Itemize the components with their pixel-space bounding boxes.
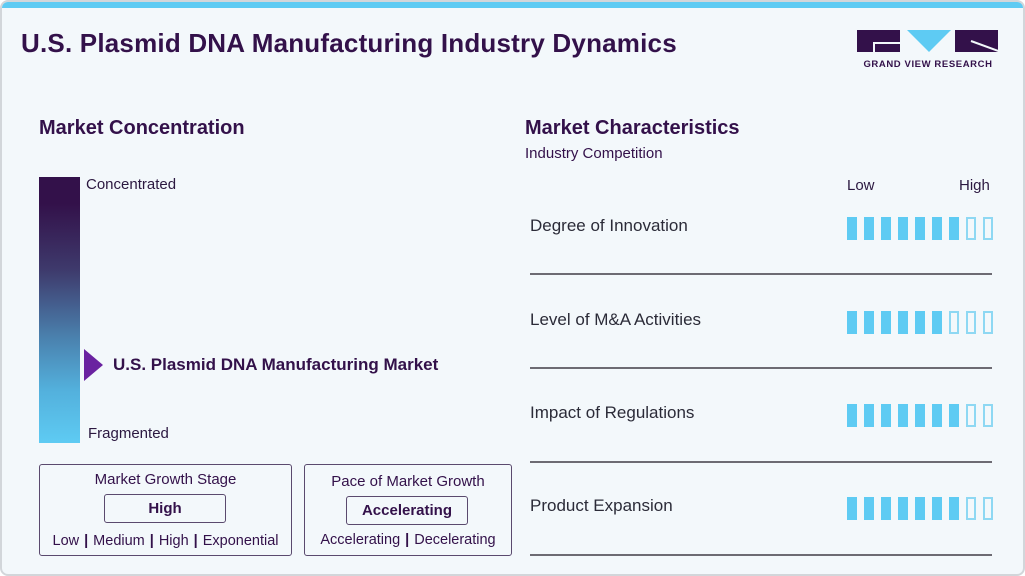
rating-bars <box>847 497 993 520</box>
page-title: U.S. Plasmid DNA Manufacturing Industry … <box>21 28 677 58</box>
pace-value: Accelerating <box>346 496 468 525</box>
pace-title: Pace of Market Growth <box>331 473 485 490</box>
rating-bar-filled <box>847 311 857 334</box>
logo-text: GRAND VIEW RESEARCH <box>863 59 993 70</box>
separator: | <box>193 533 198 549</box>
rating-bar-filled <box>898 217 908 240</box>
logo-g-stroke-vertical <box>873 42 875 52</box>
rating-bar-filled <box>864 217 874 240</box>
industry-competition-subtitle: Industry Competition <box>525 145 663 162</box>
rating-bar-filled <box>847 217 857 240</box>
market-characteristics-title: Market Characteristics <box>525 117 740 139</box>
rating-bar-filled <box>898 497 908 520</box>
growth-option-exponential: Exponential <box>202 533 279 549</box>
pace-options: Accelerating | Decelerating <box>305 532 511 548</box>
separator: | <box>405 532 410 548</box>
growth-stage-options: Low | Medium | High | Exponential <box>40 533 291 549</box>
rating-bar-empty <box>983 497 993 520</box>
growth-stage-value: High <box>104 494 226 523</box>
rating-bar-empty <box>966 217 976 240</box>
market-growth-stage-box: Market Growth Stage High Low | Medium | High… <box>39 464 292 556</box>
rating-bar-filled <box>949 497 959 520</box>
rating-bar-empty <box>966 311 976 334</box>
separator: | <box>149 533 154 549</box>
rating-bar-filled <box>949 404 959 427</box>
rating-bar-empty <box>983 311 993 334</box>
characteristic-label: Degree of Innovation <box>530 216 688 235</box>
rating-bars <box>847 217 993 240</box>
concentrated-label: Concentrated <box>86 176 177 193</box>
row-divider <box>530 367 992 369</box>
rating-bar-filled <box>915 497 925 520</box>
rating-bar-filled <box>864 497 874 520</box>
growth-stage-title: Market Growth Stage <box>94 471 237 488</box>
separator: | <box>84 533 89 549</box>
rating-bar-filled <box>915 311 925 334</box>
row-divider <box>530 554 992 556</box>
rating-bar-filled <box>881 404 891 427</box>
concentration-gradient-bar <box>39 177 80 443</box>
rating-bar-filled <box>932 311 942 334</box>
row-divider <box>530 461 992 463</box>
rating-bar-empty <box>983 217 993 240</box>
rating-bar-filled <box>864 404 874 427</box>
logo-g-block-icon <box>857 30 900 52</box>
rating-bar-filled <box>847 404 857 427</box>
growth-option-high: High <box>158 533 189 549</box>
market-concentration-title: Market Concentration <box>39 117 245 139</box>
pace-option-accelerating: Accelerating <box>320 532 401 548</box>
rating-bar-filled <box>932 404 942 427</box>
fragmented-label: Fragmented <box>88 425 169 442</box>
growth-option-low: Low <box>52 533 80 549</box>
pace-of-market-growth-box: Pace of Market Growth Accelerating Accel… <box>304 464 512 556</box>
rating-bar-filled <box>949 217 959 240</box>
rating-bar-filled <box>881 217 891 240</box>
rating-bars <box>847 311 993 334</box>
market-position-arrow-icon <box>84 349 103 381</box>
rating-bar-empty <box>983 404 993 427</box>
characteristic-label: Impact of Regulations <box>530 403 695 422</box>
rating-bar-filled <box>847 497 857 520</box>
logo-v-triangle-icon <box>907 30 951 52</box>
rating-bar-filled <box>915 404 925 427</box>
market-position-label: U.S. Plasmid DNA Manufacturing Market <box>113 355 439 374</box>
rating-bar-filled <box>881 311 891 334</box>
rating-bar-empty <box>949 311 959 334</box>
row-divider <box>530 273 992 275</box>
rating-bar-filled <box>881 497 891 520</box>
accent-top-bar <box>2 2 1023 8</box>
rating-bar-filled <box>898 404 908 427</box>
rating-bar-filled <box>898 311 908 334</box>
characteristic-label: Product Expansion <box>530 496 673 515</box>
grand-view-research-logo[interactable]: GRAND VIEW RESEARCH <box>857 30 1000 74</box>
rating-bar-filled <box>932 497 942 520</box>
logo-g-stroke <box>873 42 900 44</box>
rating-bar-filled <box>932 217 942 240</box>
rating-bar-empty <box>966 404 976 427</box>
growth-option-medium: Medium <box>93 533 145 549</box>
rating-bar-empty <box>966 497 976 520</box>
rating-bar-filled <box>915 217 925 240</box>
scale-high-label: High <box>959 177 990 194</box>
scale-low-label: Low <box>847 177 875 194</box>
characteristic-label: Level of M&A Activities <box>530 310 702 329</box>
rating-bars <box>847 404 993 427</box>
rating-bar-filled <box>864 311 874 334</box>
pace-option-decelerating: Decelerating <box>414 532 496 548</box>
